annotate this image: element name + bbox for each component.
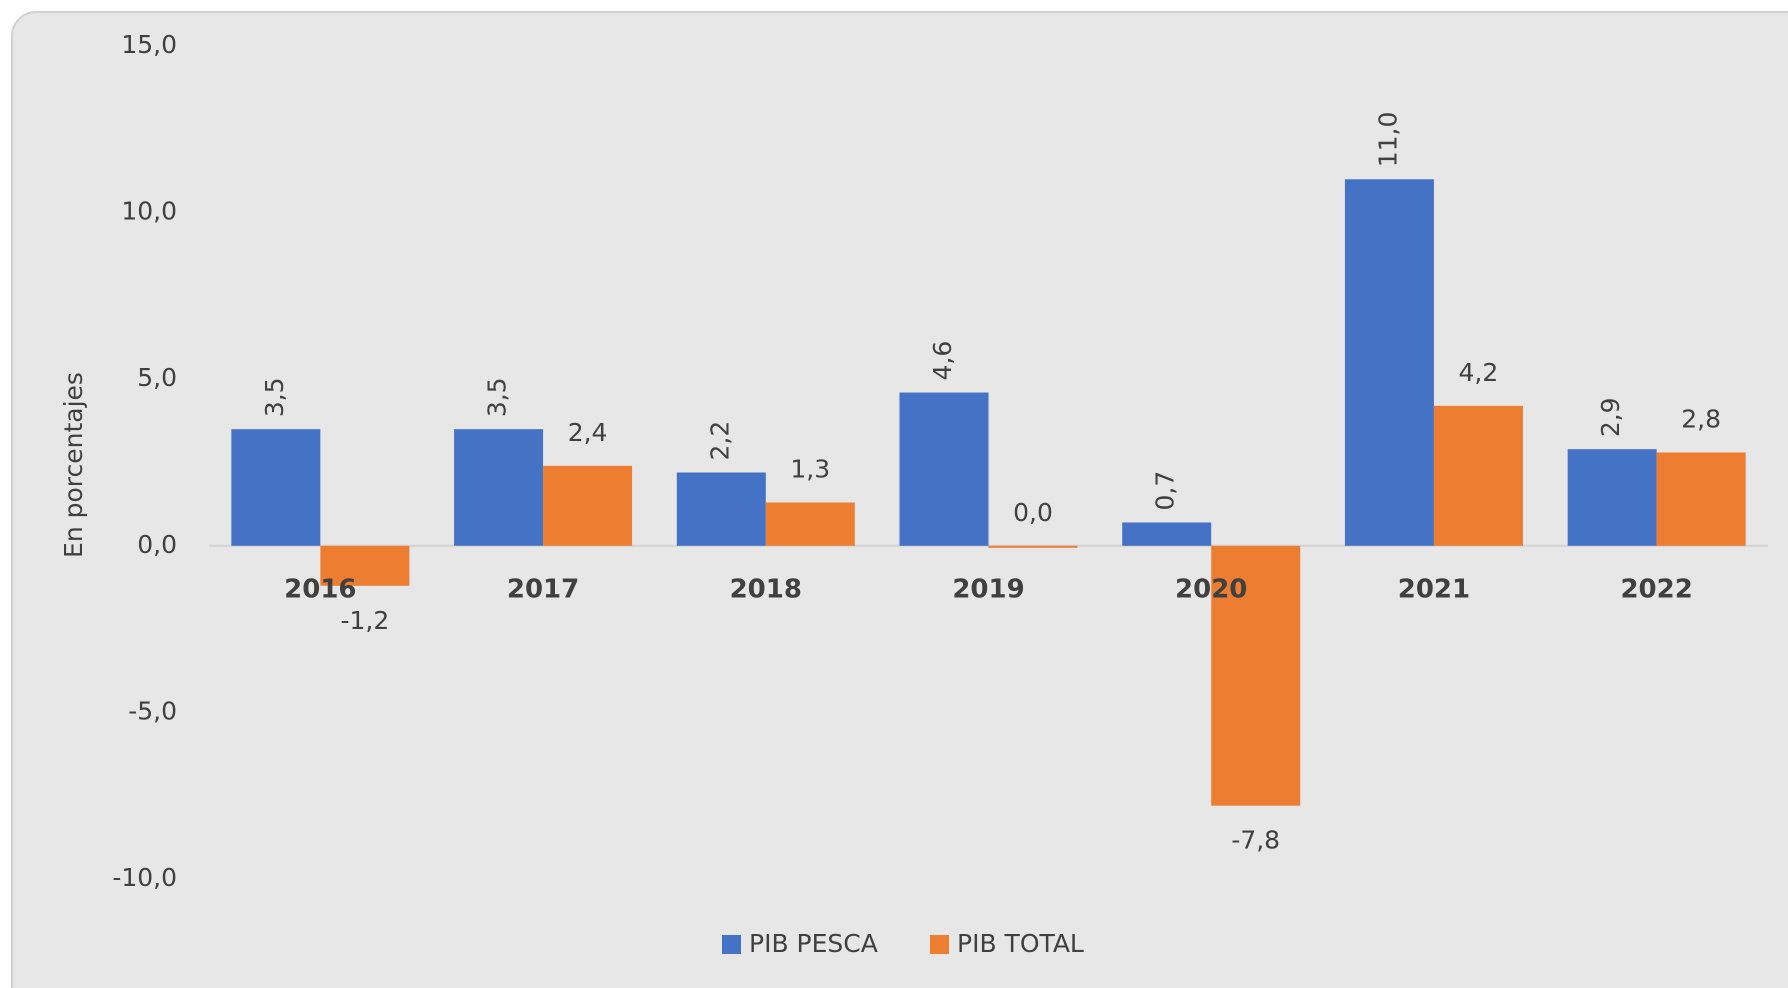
x-tick-label: 2022 bbox=[1620, 575, 1692, 605]
data-label: 2,9 bbox=[1596, 397, 1625, 437]
data-label: 11,0 bbox=[1373, 112, 1402, 168]
data-label: 4,2 bbox=[1459, 358, 1499, 387]
bar bbox=[1433, 405, 1523, 546]
bar bbox=[1567, 449, 1657, 546]
x-tick-label: 2020 bbox=[1175, 575, 1247, 605]
data-label: 3,5 bbox=[483, 377, 512, 417]
bar bbox=[676, 472, 766, 546]
data-label: 1,3 bbox=[790, 454, 830, 483]
bar bbox=[1122, 522, 1212, 546]
data-label: -1,2 bbox=[340, 606, 389, 635]
bar bbox=[765, 502, 855, 546]
bar bbox=[454, 429, 544, 546]
bar bbox=[1344, 179, 1434, 546]
data-label: 0,7 bbox=[1151, 471, 1180, 511]
data-label: 3,5 bbox=[260, 377, 289, 417]
data-label: 4,6 bbox=[928, 341, 957, 381]
y-tick-label: -10,0 bbox=[112, 863, 177, 892]
y-axis-label: En porcentajes bbox=[59, 372, 88, 558]
y-tick-label: 10,0 bbox=[121, 197, 177, 226]
x-tick-label: 2018 bbox=[730, 575, 802, 605]
legend-swatch bbox=[930, 935, 949, 954]
x-tick-label: 2016 bbox=[284, 575, 356, 605]
bar bbox=[1656, 452, 1746, 546]
legend-label: PIB TOTAL bbox=[957, 929, 1084, 958]
bar bbox=[231, 429, 321, 546]
bar bbox=[899, 392, 989, 546]
legend-swatch bbox=[722, 935, 741, 954]
data-label: -7,8 bbox=[1231, 826, 1280, 855]
x-tick-label: 2017 bbox=[507, 575, 579, 605]
y-tick-label: 5,0 bbox=[137, 363, 177, 392]
data-label: 2,2 bbox=[705, 421, 734, 461]
x-tick-label: 2019 bbox=[952, 575, 1024, 605]
data-label: 2,4 bbox=[568, 418, 608, 447]
bar bbox=[543, 465, 633, 546]
bar bbox=[1211, 545, 1301, 806]
data-label: 2,8 bbox=[1681, 405, 1721, 434]
data-label: 0,0 bbox=[1013, 498, 1053, 527]
legend-label: PIB PESCA bbox=[749, 929, 878, 958]
y-tick-label: -5,0 bbox=[128, 696, 177, 725]
x-tick-label: 2021 bbox=[1398, 575, 1470, 605]
y-tick-label: 15,0 bbox=[121, 30, 177, 59]
bar bbox=[320, 545, 410, 586]
y-tick-label: 0,0 bbox=[137, 530, 177, 559]
bar bbox=[988, 545, 1078, 548]
